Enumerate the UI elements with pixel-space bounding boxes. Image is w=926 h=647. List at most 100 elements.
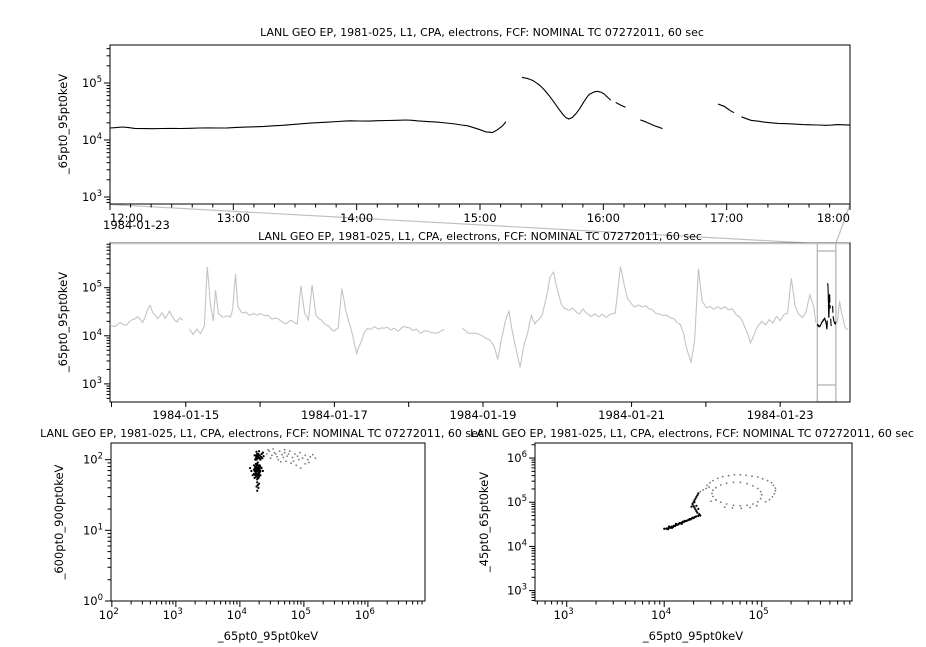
panel-scatter-right: 103 104 105 106 103 104 105: [507, 442, 853, 622]
connector-line-right: [835, 204, 851, 244]
scatter-point-context: [773, 492, 776, 495]
x-tick-label: 14:00: [340, 211, 373, 225]
scatter-point-highlight: [262, 455, 265, 458]
scatter-point-highlight: [256, 489, 259, 492]
y-tick-label: 104: [507, 538, 527, 553]
scatter-point-highlight: [695, 504, 698, 507]
plot-area[interactable]: [535, 443, 852, 601]
scatter-point-context: [771, 496, 774, 498]
data-series-segment: [521, 76, 612, 120]
scatter-point-highlight: [693, 499, 696, 502]
scatter-left-x-axis-label: _65pt0_95pt0keV: [217, 629, 318, 643]
scatter-point-highlight: [695, 495, 698, 498]
scatter-point-context: [755, 504, 758, 507]
scatter-point-highlight: [663, 527, 666, 530]
scatter-point-context: [745, 474, 747, 477]
scatter-point-context: [699, 490, 702, 493]
scatter-point-context: [267, 448, 269, 451]
x-tick-label: 1984-01-21: [598, 408, 665, 422]
context-title: LANL GEO EP, 1981-025, L1, CPA, electron…: [258, 230, 702, 243]
scatter-point-highlight: [253, 476, 256, 480]
detail-x-axis-date-label: 1984-01-23: [103, 218, 170, 232]
scatter-point-context: [304, 463, 307, 465]
scatter-point-highlight: [257, 486, 260, 489]
scatter-point-highlight: [256, 474, 259, 477]
x-tick-label: 12:00: [110, 211, 143, 225]
scatter-point-highlight: [690, 505, 693, 508]
scatter-point-context: [285, 460, 287, 462]
scatter-point-highlight: [254, 465, 257, 468]
scatter-point-context: [288, 450, 291, 453]
plot-area[interactable]: [111, 443, 425, 601]
scatter-point-context: [731, 507, 734, 509]
scatter-point-context: [733, 473, 736, 476]
scatter-point-highlight: [692, 504, 695, 507]
x-tick-label: 105: [749, 607, 769, 622]
scatter-point-context: [268, 450, 271, 453]
scatter-point-highlight: [257, 476, 260, 480]
scatter-point-context: [756, 487, 759, 490]
scatter-point-highlight: [255, 469, 258, 473]
scatter-point-context: [715, 486, 717, 489]
scatter-point-context: [301, 457, 304, 460]
scatter-point-highlight: [698, 513, 701, 516]
scatter-point-context: [732, 481, 735, 484]
scatter-point-context: [299, 451, 301, 454]
scatter-point-highlight: [683, 519, 686, 522]
scatter-point-context: [710, 500, 712, 503]
x-tick-label: 1984-01-15: [152, 408, 219, 422]
x-tick-label: 13:00: [217, 211, 250, 225]
data-series-segment: [189, 266, 445, 356]
scatter-point-context: [723, 506, 726, 508]
y-tick-label: 106: [507, 450, 527, 465]
scatter-point-context: [756, 476, 759, 478]
scatter-point-context: [705, 487, 707, 490]
scatter-point-highlight: [254, 462, 257, 465]
scatter-point-highlight: [696, 494, 699, 497]
scatter-point-highlight: [258, 464, 261, 467]
scatter-point-context: [286, 455, 289, 457]
scatter-point-context: [719, 501, 722, 504]
scatter-point-context: [279, 460, 282, 463]
scatter-point-highlight: [255, 450, 258, 453]
scatter-point-context: [295, 464, 298, 467]
scatter-point-highlight: [258, 472, 261, 475]
scatter-point-highlight: [674, 522, 678, 526]
scatter-point-highlight: [259, 474, 262, 477]
plot-area[interactable]: [110, 45, 850, 204]
x-tick-label: 1984-01-23: [747, 408, 814, 422]
scatter-point-context: [311, 453, 314, 456]
scatter-point-highlight: [256, 484, 259, 487]
data-series-segment: [717, 103, 735, 114]
scatter-point-context: [746, 482, 748, 485]
scatter-point-context: [292, 460, 295, 462]
scatter-point-highlight: [681, 520, 684, 523]
scatter-point-context: [304, 454, 307, 457]
detail-title: LANL GEO EP, 1981-025, L1, CPA, electron…: [260, 26, 704, 39]
scatter-point-context: [739, 504, 742, 507]
scatter-point-context: [297, 458, 300, 461]
scatter-point-context: [269, 457, 272, 460]
scatter-right-y-axis-label: _45pt0_65pt0keV: [477, 472, 491, 573]
scatter-point-highlight: [696, 511, 699, 514]
scatter-point-highlight: [256, 461, 259, 464]
scatter-point-highlight: [260, 452, 263, 456]
x-tick-label: 103: [554, 607, 574, 622]
scatter-point-context: [702, 489, 705, 491]
scatter-point-context: [725, 503, 728, 505]
scatter-point-context: [746, 504, 748, 507]
scatter-left-y-axis-label: _600pt0_900pt0keV: [52, 464, 66, 580]
scatter-point-context: [308, 461, 310, 464]
scatter-point-context: [727, 474, 730, 477]
scatter-point-context: [712, 489, 714, 492]
scatter-point-context: [768, 498, 771, 501]
scatter-point-context: [287, 453, 290, 455]
scatter-point-highlight: [258, 454, 261, 457]
scatter-point-context: [276, 455, 278, 458]
scatter-point-highlight: [252, 472, 256, 475]
context-y-axis-label: _65pt0_95pt0keV: [56, 272, 70, 373]
scatter-point-highlight: [254, 454, 257, 457]
x-tick-label: 104: [651, 607, 671, 622]
plot-area[interactable]: [110, 243, 850, 402]
